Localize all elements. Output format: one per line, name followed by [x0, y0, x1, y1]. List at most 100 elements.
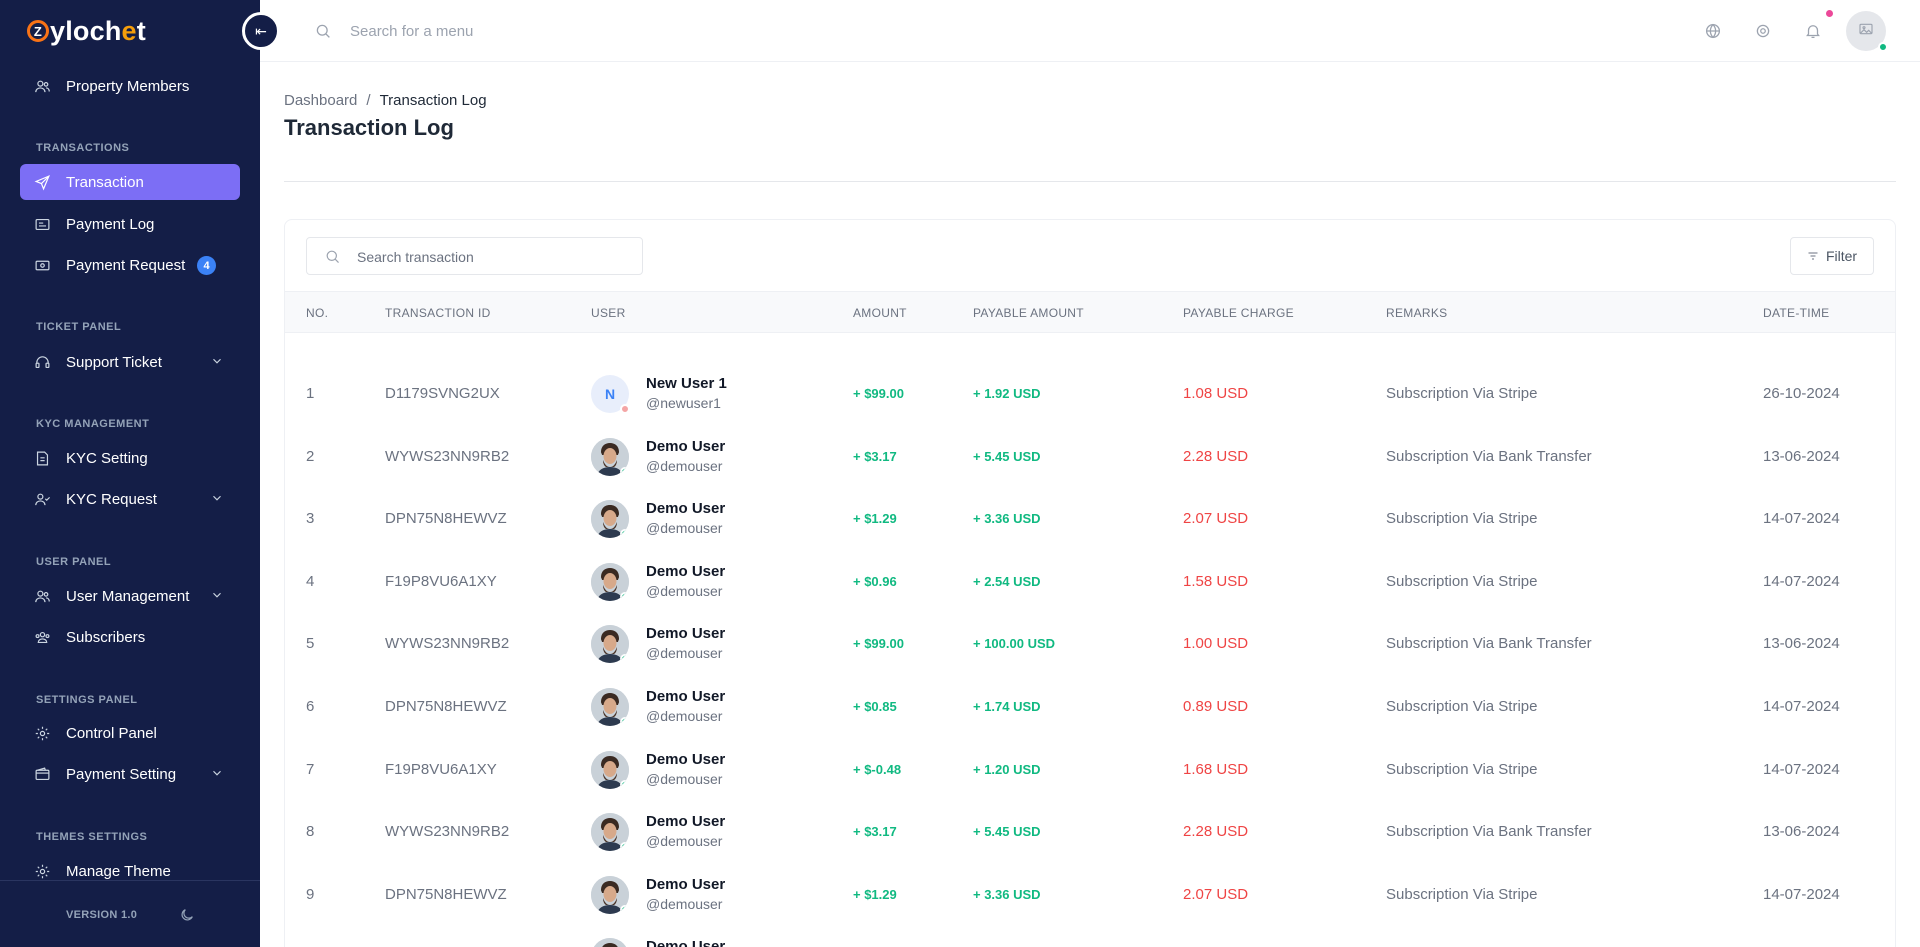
- column-header-no[interactable]: NO.: [306, 306, 329, 320]
- user-name[interactable]: Demo User: [646, 500, 726, 518]
- payable-amount: + 1.20 USD: [973, 761, 1041, 777]
- user-name[interactable]: Demo User: [646, 562, 726, 580]
- avatar: [591, 813, 629, 852]
- remarks: Subscription Via Bank Transfer: [1386, 635, 1592, 653]
- cash-icon: [33, 256, 51, 274]
- amount: + $1.29: [853, 511, 897, 527]
- status-dot: [620, 717, 629, 726]
- transaction-id: WYWS23NN9RB2: [385, 823, 510, 841]
- user-name[interactable]: Demo User: [646, 625, 726, 643]
- user-name[interactable]: Demo User: [646, 750, 726, 768]
- logo-text-3: t: [136, 15, 146, 46]
- sidebar-item-label: Support Ticket: [66, 353, 162, 371]
- globe-icon[interactable]: [1704, 22, 1722, 40]
- wallet-icon: [33, 765, 51, 783]
- table-row[interactable]: 6 DPN75N8HEWVZ Demo User @demouser + $0.85 + …: [285, 676, 1895, 738]
- user-name[interactable]: New User 1: [646, 375, 727, 392]
- user-handle: @demouser: [646, 895, 723, 912]
- logo-text-2: ch: [89, 15, 122, 46]
- table-row[interactable]: 2 WYWS23NN9RB2 Demo User @demouser + $3.17 + …: [285, 426, 1895, 488]
- user-name[interactable]: Demo User: [646, 813, 726, 831]
- dark-mode-toggle-icon[interactable]: [179, 907, 195, 923]
- table-row[interactable]: 4 F19P8VU6A1XY Demo User @demouser + $0.96 + …: [285, 551, 1895, 613]
- sidebar-item-label: KYC Setting: [66, 449, 148, 467]
- payable-charge: 0.89 USD: [1183, 698, 1249, 715]
- sidebar-collapse-button[interactable]: ⇤: [242, 12, 280, 50]
- transaction-id: WYWS23NN9RB2: [385, 447, 510, 465]
- settings-icon[interactable]: [1754, 22, 1772, 40]
- sidebar-item-user-management[interactable]: User Management: [20, 578, 240, 614]
- transaction-id: F19P8VU6A1XY: [385, 572, 497, 590]
- sidebar-item-payment-setting[interactable]: Payment Setting: [20, 756, 240, 792]
- payable-charge: 1.00 USD: [1183, 635, 1249, 653]
- avatar: [591, 688, 629, 726]
- payable-charge: 1.08 USD: [1183, 385, 1249, 402]
- status-dot: [620, 529, 629, 539]
- column-header-date-time[interactable]: DATE-TIME: [1763, 306, 1830, 320]
- table-row[interactable]: 7 F19P8VU6A1XY Demo User @demouser + $-0.48 +…: [285, 739, 1895, 801]
- sidebar-item-property-members[interactable]: Property Members: [20, 68, 240, 104]
- column-header-remarks[interactable]: REMARKS: [1386, 306, 1448, 320]
- row-number: 2: [306, 447, 315, 465]
- filter-button[interactable]: Filter: [1790, 237, 1874, 275]
- users-icon: [33, 77, 51, 95]
- column-header-transaction-id[interactable]: TRANSACTION ID: [385, 306, 491, 320]
- sidebar-item-payment-log[interactable]: Payment Log: [20, 206, 240, 242]
- user-name[interactable]: Demo User: [646, 875, 726, 893]
- sidebar-item-transaction[interactable]: Transaction: [20, 164, 240, 200]
- user-handle: @demouser: [646, 770, 723, 787]
- collapse-arrow-icon: ⇤: [255, 22, 267, 39]
- amount: + $99.00: [853, 636, 904, 652]
- remarks: Subscription Via Stripe: [1386, 572, 1538, 590]
- user-name[interactable]: Demo User: [646, 688, 726, 705]
- table-row[interactable]: 10F19P8VU6A1XYDemo User@demouser+ $0.96+…: [285, 926, 1895, 947]
- column-header-payable-amount[interactable]: PAYABLE AMOUNT: [973, 306, 1084, 320]
- payment-request-count-badge: 4: [197, 256, 216, 275]
- column-header-amount[interactable]: AMOUNT: [853, 306, 907, 320]
- table-row[interactable]: 1 D1179SVNG2UX N New User 1 @newuser1 + $99.0…: [285, 363, 1895, 425]
- transaction-id: DPN75N8HEWVZ: [385, 885, 507, 903]
- payable-charge: 2.28 USD: [1183, 447, 1249, 465]
- sidebar-item-kyc-setting[interactable]: KYC Setting: [20, 440, 240, 476]
- transaction-id: D1179SVNG2UX: [385, 385, 500, 402]
- payable-charge: 1.68 USD: [1183, 760, 1249, 778]
- sidebar-item-kyc-request[interactable]: KYC Request: [20, 481, 240, 517]
- breadcrumb-separator: /: [366, 92, 371, 109]
- table-row[interactable]: 5 WYWS23NN9RB2 Demo User @demouser + $99.00 +…: [285, 613, 1895, 675]
- section-transactions: TRANSACTIONS: [36, 142, 130, 154]
- sidebar-item-manage-theme[interactable]: Manage Theme: [20, 853, 240, 889]
- table-row[interactable]: 3 DPN75N8HEWVZ Demo User @demouser + $1.29 + …: [285, 488, 1895, 550]
- transaction-search-input[interactable]: [357, 247, 627, 267]
- payable-charge: 2.07 USD: [1183, 510, 1249, 528]
- column-header-user[interactable]: USER: [591, 306, 626, 320]
- sidebar-item-payment-request[interactable]: Payment Request 4: [20, 247, 240, 283]
- user-name[interactable]: Demo User: [646, 938, 726, 947]
- avatar: N: [591, 375, 630, 414]
- remarks: Subscription Via Stripe: [1386, 760, 1538, 778]
- profile-avatar-button[interactable]: [1846, 11, 1888, 52]
- chevron-down-icon: [210, 588, 224, 602]
- image-placeholder-icon: [1858, 21, 1874, 42]
- column-header-payable-charge[interactable]: PAYABLE CHARGE: [1183, 306, 1294, 320]
- amount: + $-0.48: [853, 761, 902, 777]
- user-name[interactable]: Demo User: [646, 437, 726, 455]
- amount: + $0.96: [853, 573, 897, 589]
- avatar: [591, 625, 629, 664]
- chevron-down-icon: [210, 354, 224, 368]
- transaction-id: F19P8VU6A1XY: [385, 760, 497, 778]
- section-kyc-management: KYC MANAGEMENT: [36, 418, 150, 430]
- table-row[interactable]: 9 DPN75N8HEWVZ Demo User @demouser + $1.29 + …: [285, 864, 1895, 926]
- brand-logo[interactable]: Z ylo ch e t: [27, 14, 146, 48]
- user-handle: @demouser: [646, 833, 723, 850]
- menu-search-input[interactable]: [350, 18, 750, 44]
- sidebar-item-subscribers[interactable]: Subscribers: [20, 619, 240, 655]
- bell-icon[interactable]: [1804, 22, 1822, 40]
- sidebar-item-control-panel[interactable]: Control Panel: [20, 715, 240, 751]
- remarks: Subscription Via Stripe: [1386, 385, 1538, 402]
- sidebar-item-label: Transaction: [66, 173, 144, 191]
- chevron-down-icon: [210, 491, 224, 505]
- amount: + $3.17: [853, 448, 897, 464]
- table-row[interactable]: 8 WYWS23NN9RB2 Demo User @demouser + $3.17 + …: [285, 801, 1895, 863]
- sidebar-item-support-ticket[interactable]: Support Ticket: [20, 344, 240, 380]
- breadcrumb-home-link[interactable]: Dashboard: [284, 92, 358, 109]
